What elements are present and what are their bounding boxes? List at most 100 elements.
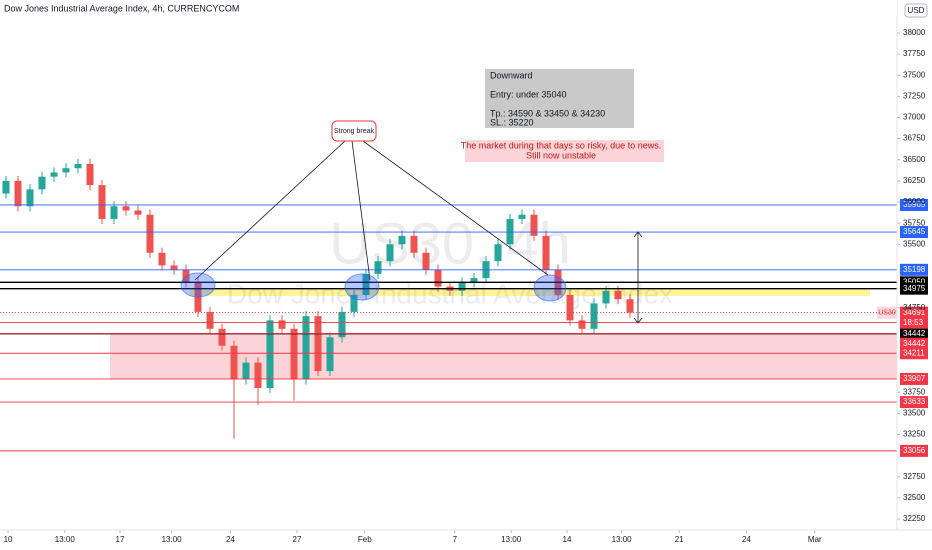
zone: [190, 288, 870, 296]
candle-body: [590, 303, 598, 329]
y-tick-label: 37250: [903, 91, 926, 100]
candle-body: [422, 252, 430, 270]
candle-body: [86, 163, 94, 186]
x-tick-label: 13:00: [612, 535, 633, 544]
y-tick-label: 36250: [903, 176, 926, 185]
candle-body: [530, 214, 538, 236]
level-tag: [900, 347, 928, 360]
candle-body: [350, 295, 358, 312]
level-label: 34211: [903, 348, 925, 357]
candle-body: [518, 214, 526, 219]
x-tick-label: 14: [563, 535, 572, 544]
candle-body: [398, 235, 406, 245]
candle-body: [38, 176, 46, 190]
candle-body: [314, 316, 322, 372]
y-tick-label: 36750: [903, 134, 926, 143]
y-tick-label: 32500: [903, 493, 926, 502]
level-label: 34442: [903, 339, 926, 348]
candle-body: [626, 299, 634, 313]
y-tick-label: 32250: [903, 514, 926, 523]
candle-body: [614, 290, 622, 300]
x-tick-label: 10: [4, 535, 13, 544]
candle-body: [2, 180, 10, 194]
level-label: 35645: [903, 227, 926, 236]
last-price-symbol: US30: [878, 310, 896, 317]
candle-body: [14, 180, 22, 207]
candle-body: [326, 337, 334, 372]
level-tag: [900, 226, 928, 239]
y-tick-label: 37500: [903, 70, 926, 79]
x-tick-label: 27: [293, 535, 302, 544]
highlight-ellipse: [180, 272, 216, 298]
candle-body: [494, 244, 502, 262]
x-tick-label: 7: [453, 535, 458, 544]
chart-title: Dow Jones Industrial Average Index, 4h, …: [4, 3, 239, 13]
y-tick-label: 37000: [903, 113, 926, 122]
candle-body: [542, 235, 550, 270]
candle-body: [566, 295, 574, 321]
zone: [110, 333, 897, 380]
candle-body: [290, 328, 298, 380]
candle-body: [578, 320, 586, 329]
highlight-ellipse: [344, 273, 380, 301]
level-label: 33633: [903, 397, 926, 406]
candle-body: [110, 206, 118, 219]
y-tick-label: 32750: [903, 472, 926, 481]
x-tick-label: 24: [742, 535, 751, 544]
level-label: 35965: [903, 200, 926, 209]
trade-text: Entry: under 35040: [490, 89, 567, 99]
last-price-tag: [877, 306, 897, 319]
level-tag: [900, 198, 928, 211]
trade-box: [485, 69, 634, 128]
x-tick-label: 13:00: [55, 535, 76, 544]
level-tag: [900, 372, 928, 385]
trend-line: [194, 140, 346, 281]
y-tick-label: 36000: [903, 197, 926, 206]
trade-text: Downward: [490, 70, 533, 80]
level-tag: [900, 444, 928, 457]
countdown-label: 18:53: [903, 318, 924, 327]
x-tick-label: 17: [116, 535, 125, 544]
candle-body: [170, 265, 178, 270]
x-tick-label: Mar: [808, 535, 822, 544]
candle-body: [158, 252, 166, 266]
y-tick-label: 36500: [903, 155, 926, 164]
level-label: 33056: [903, 446, 926, 455]
highlight-ellipse: [533, 274, 567, 302]
callout-box: [331, 120, 377, 142]
level-label: 35050: [903, 277, 926, 286]
y-tick-label: 33500: [903, 408, 926, 417]
note-text: The market during that days so risky, du…: [461, 140, 661, 150]
currency-label: USD: [908, 6, 925, 15]
header-bg: [0, 0, 897, 16]
measure-arrow: [633, 231, 643, 324]
x-tick-label: Feb: [358, 535, 372, 544]
candle-body: [434, 269, 442, 287]
trade-text: Tp.: 34590 & 33450 & 34230: [490, 108, 605, 118]
candle-body: [338, 311, 346, 338]
candle-body: [362, 273, 370, 296]
candle-body: [602, 290, 610, 304]
trade-text: SL.: 35220: [490, 117, 534, 127]
candle-body: [254, 362, 262, 388]
last-price-box: [900, 306, 928, 329]
level-tag: [900, 327, 928, 340]
candle-body: [62, 168, 70, 173]
candle-body: [206, 311, 214, 329]
candle-body: [74, 163, 82, 169]
currency-button[interactable]: [904, 3, 928, 18]
candle-body: [98, 185, 106, 219]
x-tick-label: 24: [226, 535, 235, 544]
candle-body: [218, 328, 226, 346]
level-tag: [900, 396, 928, 409]
x-tick-label: 21: [675, 535, 684, 544]
candle-body: [302, 316, 310, 380]
candle-body: [230, 345, 238, 380]
note-text: Still now unstable: [526, 150, 596, 160]
candle-body: [410, 235, 418, 253]
candle-body: [374, 261, 382, 274]
level-tag: [900, 282, 928, 295]
y-tick-label: 37750: [903, 49, 926, 58]
y-tick-label: 33250: [903, 430, 926, 439]
